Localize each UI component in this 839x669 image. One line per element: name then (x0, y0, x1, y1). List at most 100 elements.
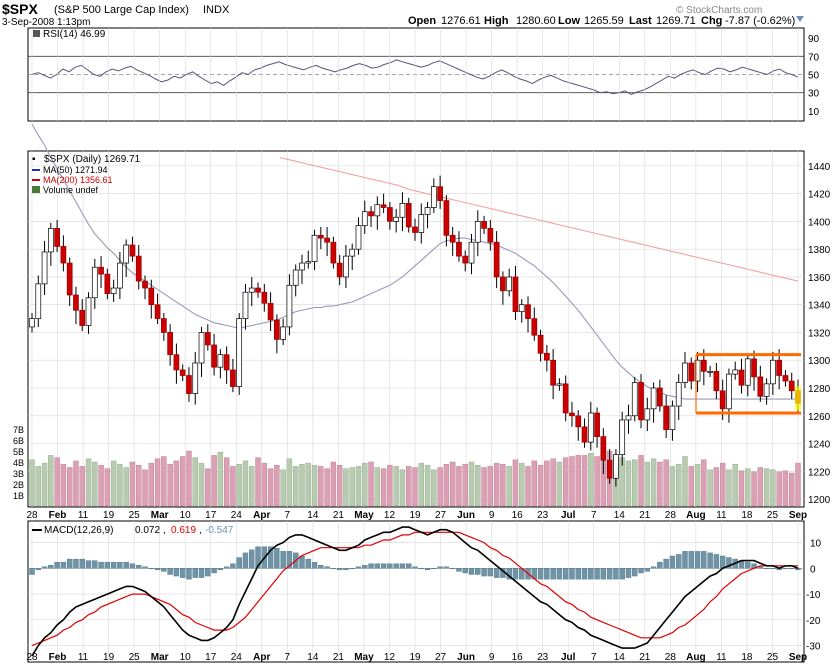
candle-body (437, 186, 443, 201)
candle-body (135, 255, 142, 282)
macd-histogram-bar (456, 568, 462, 572)
volume-bar (129, 461, 136, 507)
resistance-support-box (695, 353, 801, 415)
volume-bar (324, 468, 330, 507)
macd-histogram-bar (274, 548, 280, 569)
volume-bar (293, 466, 299, 507)
volume-bar (73, 460, 79, 507)
volume-bar (644, 461, 651, 507)
candle-body (757, 376, 764, 397)
volume-bar (110, 460, 117, 507)
price-tick-label: 1260 (808, 412, 831, 423)
volume-bar (745, 468, 751, 507)
volume-bar (676, 464, 682, 507)
candle-body (29, 318, 35, 328)
candle-body (173, 354, 180, 371)
macd-histogram-bar (449, 568, 456, 570)
volume-bar (556, 461, 563, 507)
candle-body (719, 390, 726, 410)
macd-histogram-bar (343, 568, 349, 571)
volume-bar (79, 466, 85, 507)
macd-histogram-bar (85, 560, 92, 569)
volume-bar (267, 468, 274, 507)
date-tick-label: 16 (512, 652, 524, 663)
exchange-label: INDX (203, 4, 230, 16)
volume-bar (776, 471, 782, 507)
volume-bar (588, 453, 594, 507)
macd-histogram-bar (368, 563, 374, 569)
macd-histogram-bar (205, 568, 211, 577)
volume-bar (726, 469, 732, 507)
date-tick-label: 24 (231, 510, 243, 521)
candle-body (161, 318, 167, 333)
volume-bar (456, 466, 462, 507)
volume-bar (286, 458, 293, 507)
date-tick-label: Sep (789, 510, 807, 521)
date-tick-label: Mar (151, 510, 169, 521)
volume-bar (54, 457, 60, 507)
volume-bar (355, 466, 362, 507)
macd-histogram-bar (594, 568, 600, 580)
macd-histogram-bar (562, 568, 569, 580)
candle-body (330, 241, 337, 264)
candle-body (581, 426, 588, 443)
price-tick-label: 1280 (808, 384, 831, 395)
macd-histogram-bar (701, 551, 707, 569)
dropdown-arrow-icon[interactable] (796, 16, 804, 22)
date-tick-label: 17 (205, 652, 217, 663)
candle-body (669, 405, 676, 430)
volume-bar (493, 462, 500, 507)
macd-histogram-bar (669, 555, 676, 569)
macd-histogram-bar (638, 568, 644, 574)
candle-body (443, 200, 450, 236)
volume-bar (399, 469, 406, 507)
date-label: 3-Sep-2008 1:13pm (2, 17, 90, 28)
macd-histogram-bar (613, 568, 619, 580)
macd-histogram-bar (380, 563, 387, 569)
rsi-tick-label: 10 (808, 107, 820, 118)
date-tick-label: 9 (489, 652, 495, 663)
macd-histogram-bar (48, 565, 54, 569)
volume-legend-label: Volume undef (43, 185, 99, 195)
candle-body (550, 359, 556, 386)
candle-body (35, 283, 42, 319)
macd-histogram-bar (41, 566, 48, 569)
macd-histogram-bar (79, 558, 85, 569)
volume-bar (104, 468, 111, 507)
candle-body (336, 262, 343, 278)
macd-tick-label: -30 (806, 642, 821, 653)
date-tick-label: 14 (307, 652, 319, 663)
volume-bar (650, 458, 657, 507)
candle-body (98, 266, 104, 275)
macd-histogram-bar (267, 546, 274, 569)
date-tick-label: 21 (639, 510, 651, 521)
watermark: © StockCharts.com (676, 5, 762, 16)
date-tick-label: 11 (716, 652, 727, 663)
candle-body (732, 369, 739, 375)
candle-body (707, 370, 713, 373)
date-tick-label: 28 (665, 510, 677, 521)
candle-body (525, 304, 531, 319)
macd-histogram-bar (606, 568, 613, 580)
volume-bar (173, 460, 180, 507)
macd-histogram-bar (418, 568, 424, 570)
date-tick-label: 18 (741, 652, 753, 663)
date-tick-label: 16 (512, 510, 524, 521)
date-tick-label: 21 (639, 652, 651, 663)
date-tick-label: 25 (129, 510, 141, 521)
candle-body (638, 382, 644, 421)
macd-histogram-bar (556, 568, 563, 580)
macd-legend-sep2: , (199, 525, 202, 536)
low-value: 1265.59 (584, 15, 624, 27)
price-tick-label: 1340 (808, 301, 831, 312)
volume-bar (738, 470, 745, 507)
volume-bar (763, 468, 770, 507)
macd-panel (28, 526, 804, 657)
volume-bar (418, 462, 424, 507)
candle-body (355, 225, 362, 250)
macd-histogram-bar (588, 568, 594, 580)
macd-histogram-bar (236, 557, 242, 569)
candle-body (770, 359, 776, 385)
volume-bar (41, 462, 48, 507)
macd-histogram-bar (694, 551, 701, 569)
